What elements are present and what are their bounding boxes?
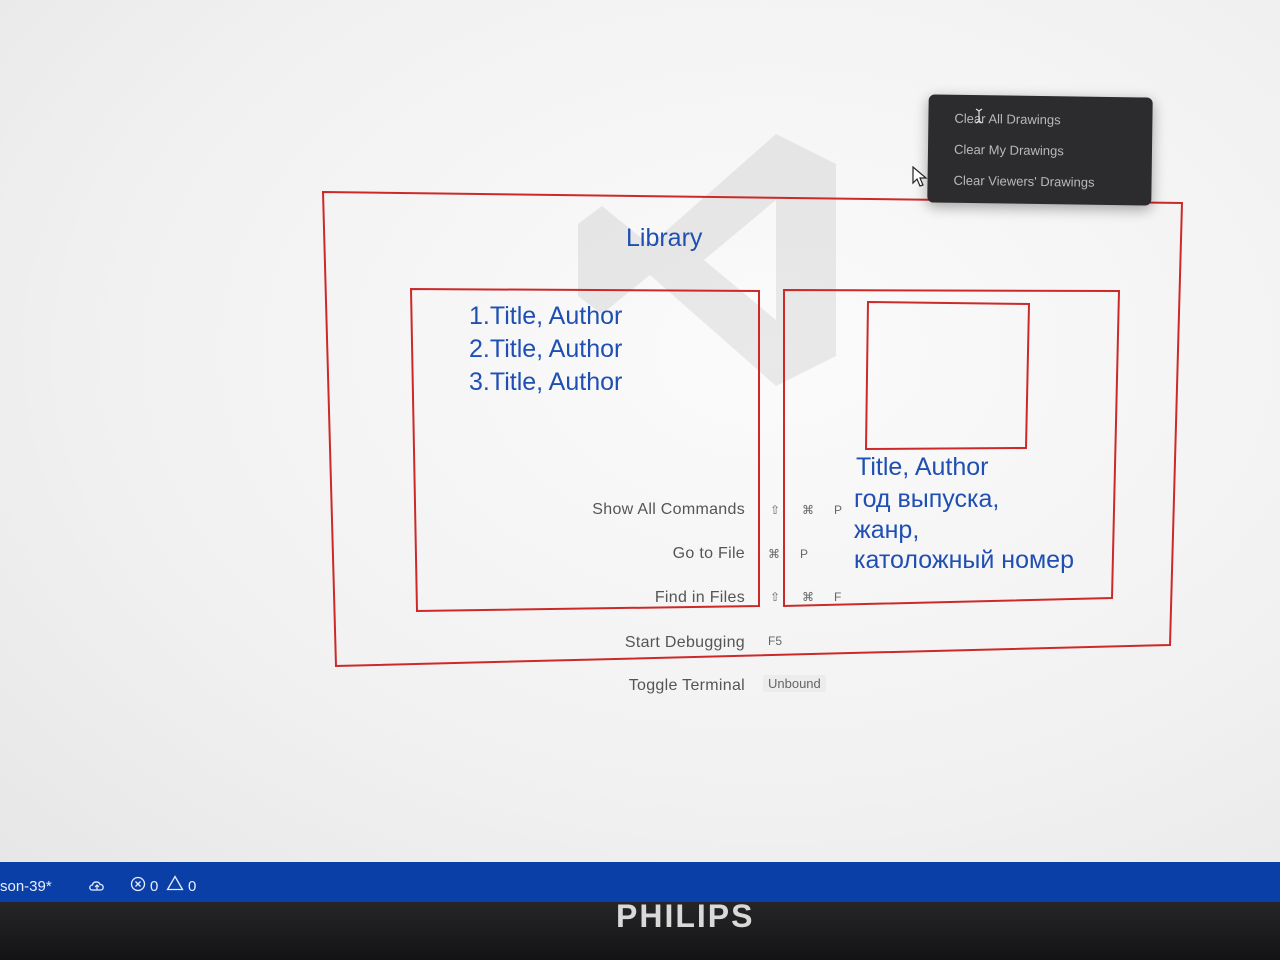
show-all-commands-label[interactable]: Show All Commands [592,501,745,518]
p-key: P [800,547,809,561]
f-key: F [834,590,842,604]
monitor-screen: Library 1.Title, Author 2.Title, Author … [0,0,1280,880]
monitor-brand-logo: PHILIPS [616,898,755,934]
clear-viewers-drawings-item[interactable]: Clear Viewers' Drawings [953,172,1095,190]
go-to-file-label[interactable]: Go to File [672,545,745,562]
mouse-pointer-icon [912,166,928,187]
text-cursor-icon [975,108,983,124]
outer-frame-rect [321,190,1184,668]
branch-name[interactable]: son-39* [0,878,52,895]
detail-catalog-number: католожный номер [854,546,1074,574]
find-in-files-label[interactable]: Find in Files [654,589,745,606]
detail-year: год выпуска, [854,485,1000,513]
detail-genre: жанр, [854,516,920,544]
shift-key: ⇧ [770,590,781,604]
list-item: 2.Title, Author [469,335,623,363]
detail-title-author: Title, Author [856,453,989,481]
detail-panel-rect [783,288,1121,608]
status-bar [0,862,1280,902]
p-key: P [834,503,843,517]
shift-key: ⇧ [770,503,781,517]
error-count: 0 [150,878,159,895]
list-item: 1.Title, Author [469,302,623,330]
f5-key: F5 [768,634,783,648]
cmd-key: ⌘ [802,503,814,517]
drawing-canvas[interactable] [0,0,1280,880]
cmd-key: ⌘ [768,547,780,561]
toggle-terminal-label[interactable]: Toggle Terminal [628,677,745,694]
library-title: Library [626,224,703,252]
clear-all-drawings-item[interactable]: Clear All Drawings [954,110,1061,128]
start-debugging-label[interactable]: Start Debugging [624,634,745,651]
monitor-bezel [0,902,1280,960]
error-icon [130,876,146,892]
cmd-key: ⌘ [802,590,814,604]
unbound-badge: Unbound [763,675,826,692]
list-panel-rect [409,287,760,613]
cover-image-rect [864,300,1031,451]
sync-cloud-icon[interactable] [88,879,106,893]
drawings-context-menu: Clear All Drawings Clear My Drawings Cle… [927,94,1153,206]
clear-my-drawings-item[interactable]: Clear My Drawings [953,141,1064,159]
list-item: 3.Title, Author [469,368,623,396]
warning-icon [166,875,184,891]
warning-count: 0 [188,878,197,895]
